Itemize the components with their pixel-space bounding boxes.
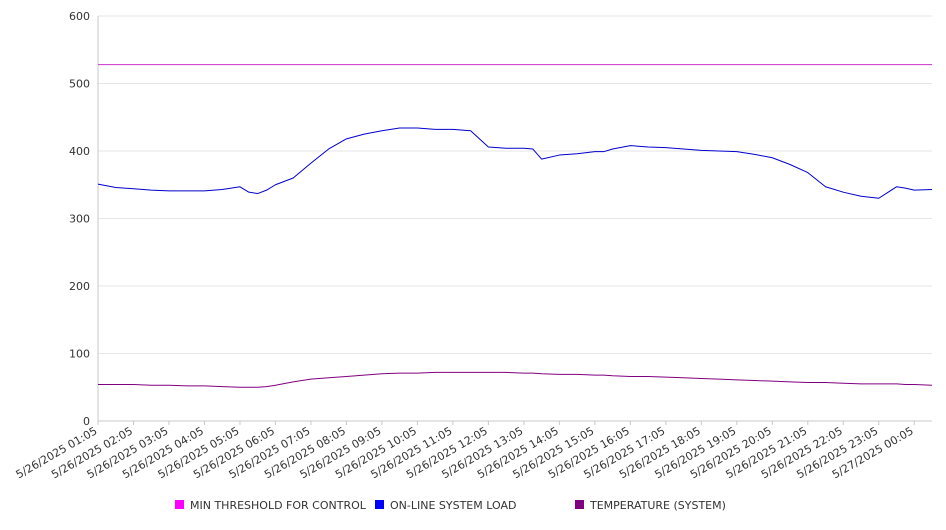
legend: MIN THRESHOLD FOR CONTROL ON-LINE SYSTEM … (175, 499, 726, 512)
y-tick-label: 400 (69, 145, 90, 158)
series-lines (97, 64, 933, 388)
grid-lines (98, 15, 932, 354)
x-axis-ticks: 5/26/2025 01:055/26/2025 02:055/26/2025 … (14, 424, 916, 481)
legend-item[interactable]: ON-LINE SYSTEM LOAD (375, 499, 516, 512)
legend-item[interactable]: TEMPERATURE (SYSTEM) (575, 499, 726, 512)
legend-swatch (175, 500, 184, 509)
y-tick-label: 600 (69, 10, 90, 23)
series-line-2 (98, 371, 933, 388)
series-line-1 (97, 127, 933, 199)
legend-label: ON-LINE SYSTEM LOAD (390, 499, 516, 512)
legend-label: TEMPERATURE (SYSTEM) (589, 499, 726, 512)
y-tick-label: 500 (69, 78, 90, 91)
legend-label: MIN THRESHOLD FOR CONTROL (190, 499, 367, 512)
y-tick-label: 200 (69, 280, 90, 293)
y-tick-label: 100 (69, 348, 90, 361)
y-tick-label: 300 (69, 213, 90, 226)
legend-swatch (375, 500, 384, 509)
legend-item[interactable]: MIN THRESHOLD FOR CONTROL (175, 499, 367, 512)
y-tick-label: 0 (83, 415, 90, 428)
legend-swatch (575, 500, 584, 509)
y-axis-ticks: 0 100 200 300 400 500 600 (69, 10, 90, 428)
axes (97, 16, 932, 425)
